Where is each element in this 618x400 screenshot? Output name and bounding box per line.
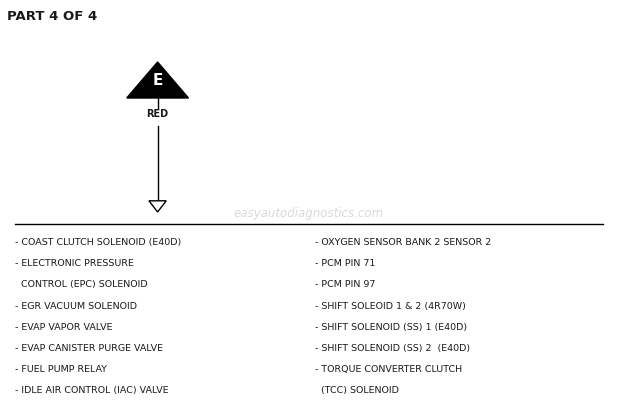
Text: E: E <box>153 73 163 88</box>
Text: - SHIFT SOLENOID (SS) 1 (E40D): - SHIFT SOLENOID (SS) 1 (E40D) <box>315 323 467 332</box>
Text: - IDLE AIR CONTROL (IAC) VALVE: - IDLE AIR CONTROL (IAC) VALVE <box>15 386 169 395</box>
Text: - OXYGEN SENSOR BANK 2 SENSOR 2: - OXYGEN SENSOR BANK 2 SENSOR 2 <box>315 238 491 247</box>
Polygon shape <box>127 62 188 98</box>
Text: (TCC) SOLENOID: (TCC) SOLENOID <box>315 386 399 395</box>
Text: - COAST CLUTCH SOLENOID (E40D): - COAST CLUTCH SOLENOID (E40D) <box>15 238 182 247</box>
Text: - PCM PIN 97: - PCM PIN 97 <box>315 280 376 289</box>
Text: PART 4 OF 4: PART 4 OF 4 <box>7 10 98 23</box>
Text: - SHIFT SOLENOID (SS) 2  (E40D): - SHIFT SOLENOID (SS) 2 (E40D) <box>315 344 470 353</box>
Text: - EVAP VAPOR VALVE: - EVAP VAPOR VALVE <box>15 323 113 332</box>
Text: - SHIFT SOLEOID 1 & 2 (4R70W): - SHIFT SOLEOID 1 & 2 (4R70W) <box>315 302 466 310</box>
Text: - EVAP CANISTER PURGE VALVE: - EVAP CANISTER PURGE VALVE <box>15 344 163 353</box>
Text: CONTROL (EPC) SOLENOID: CONTROL (EPC) SOLENOID <box>15 280 148 289</box>
Text: - FUEL PUMP RELAY: - FUEL PUMP RELAY <box>15 365 108 374</box>
Text: easyautodiagnostics.com: easyautodiagnostics.com <box>234 207 384 220</box>
Text: - PCM PIN 71: - PCM PIN 71 <box>315 259 376 268</box>
Text: - TORQUE CONVERTER CLUTCH: - TORQUE CONVERTER CLUTCH <box>315 365 462 374</box>
Text: RED: RED <box>146 109 169 119</box>
Text: - ELECTRONIC PRESSURE: - ELECTRONIC PRESSURE <box>15 259 134 268</box>
Text: - EGR VACUUM SOLENOID: - EGR VACUUM SOLENOID <box>15 302 137 310</box>
Polygon shape <box>149 201 166 212</box>
